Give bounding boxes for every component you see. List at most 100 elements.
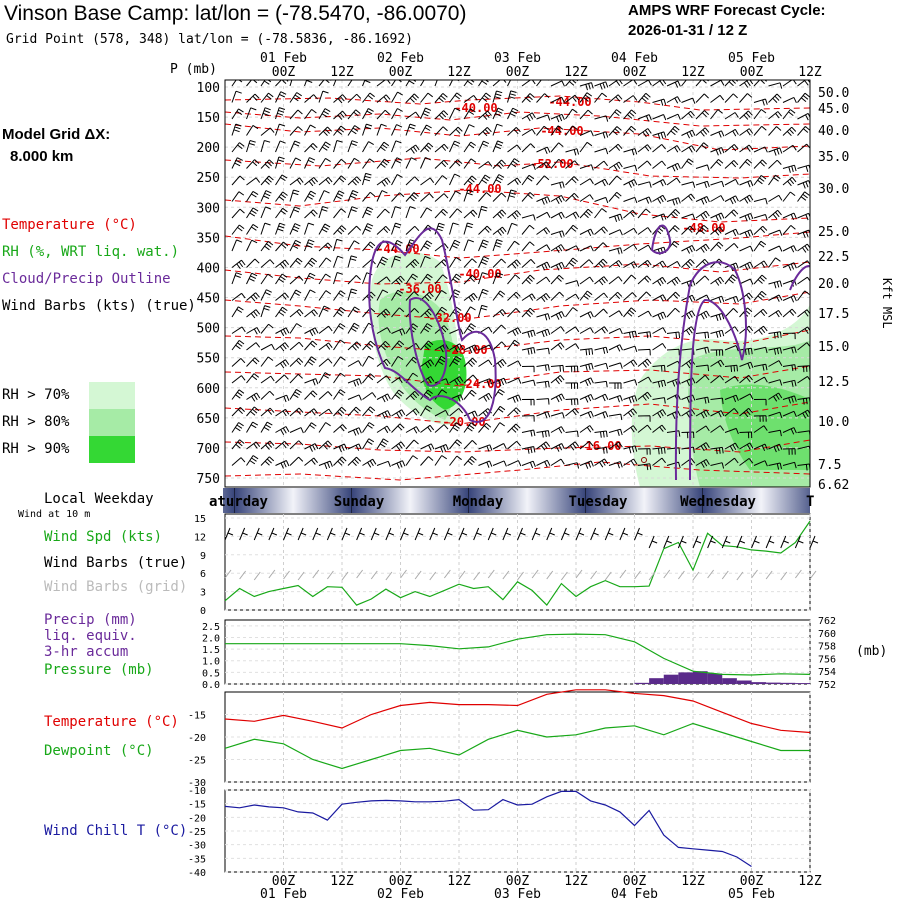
wind-barb <box>753 175 767 186</box>
wind-barb <box>478 288 489 301</box>
wind-barb <box>231 208 245 219</box>
grid-wind-barb <box>531 569 539 579</box>
wind-barb <box>608 191 622 202</box>
wind-barb <box>753 398 767 406</box>
temperature-contour <box>225 401 810 425</box>
wind-barb <box>782 109 796 120</box>
wind-barb <box>231 157 243 169</box>
pressure-tick-label: 500 <box>197 322 220 337</box>
wind-barb <box>231 224 245 235</box>
wind-barb <box>594 242 608 252</box>
wind-barb <box>492 123 503 136</box>
height-tick-label: 45.0 <box>818 102 849 117</box>
wind-barb <box>318 305 330 318</box>
wind-barb <box>536 292 551 302</box>
wind-barb <box>362 241 376 252</box>
wind-barb <box>681 110 695 120</box>
wind-barb <box>652 213 667 221</box>
wind-barb <box>594 196 609 204</box>
wind-barb <box>550 142 564 153</box>
wind-barb <box>391 441 406 451</box>
cloud-outline <box>368 224 810 481</box>
wind-barb <box>420 456 434 466</box>
wind-barb <box>521 379 536 387</box>
grid-wind-barb <box>517 571 524 581</box>
wind-barb <box>536 441 551 451</box>
wind-barb <box>304 443 319 452</box>
wind-barb <box>347 255 358 268</box>
wind-barb <box>289 357 304 367</box>
temperature-contour <box>225 189 810 223</box>
grid-wind-barb <box>400 569 407 579</box>
wind-barb <box>420 359 435 369</box>
wind-barb <box>231 340 245 351</box>
wind-barb <box>550 375 565 385</box>
wind-barb <box>507 327 522 337</box>
wind-barb <box>289 323 302 334</box>
wind-chill-line <box>224 790 752 868</box>
wind-barb <box>333 140 343 153</box>
wind-barb <box>594 147 609 155</box>
top-hour-label: 00Z <box>272 65 296 80</box>
pressure-tick-label: 700 <box>197 442 220 457</box>
wind-barb <box>782 448 796 455</box>
wind-barb <box>724 209 739 219</box>
pressure-axis-label: P (mb) <box>170 62 217 77</box>
wind-barb <box>391 157 403 169</box>
wind-barb <box>695 442 710 452</box>
wind-barb <box>797 290 810 301</box>
windchill-panel-tick-label: -15 <box>188 800 206 811</box>
wind-barb <box>362 458 377 468</box>
wind-barb <box>449 289 461 301</box>
wind-barb <box>724 408 739 417</box>
wind-barb <box>652 160 666 169</box>
legend-temperature: Temperature (°C) <box>2 217 137 233</box>
wind-barb <box>260 421 273 433</box>
wind-barb <box>478 272 489 285</box>
grid-wind-barb <box>502 570 510 580</box>
wind-barb <box>246 292 260 302</box>
wind-barb <box>579 194 594 202</box>
weekday-strip <box>223 488 810 513</box>
wind-barb <box>666 197 681 206</box>
wind-barb <box>739 229 754 238</box>
wind-barb <box>275 394 290 403</box>
wind-barb <box>695 396 710 404</box>
wind-barb <box>695 294 710 301</box>
wind-barb <box>507 291 521 301</box>
pressure-tick-label: 754 <box>818 667 836 678</box>
wind-barb <box>724 345 739 352</box>
wind-barb <box>434 208 448 219</box>
wind-barb <box>652 457 666 466</box>
wind-barb <box>449 256 462 268</box>
wind-barb <box>333 339 346 351</box>
wind-barb <box>347 93 362 103</box>
wind-barb <box>507 177 522 186</box>
wind-barb <box>724 295 739 304</box>
wind-barb <box>507 127 521 136</box>
wind-barb <box>565 398 579 406</box>
wind-barb <box>347 125 360 136</box>
precip-panel-tick-label: 1.5 <box>202 645 220 656</box>
wind-barb <box>246 239 258 252</box>
wind-barb <box>637 358 652 368</box>
wind-barb <box>637 391 652 401</box>
wind-barb <box>463 456 477 466</box>
grid-wind-barb <box>590 570 598 580</box>
precip-panel-tick-label: 2.0 <box>202 633 220 644</box>
wind-barb <box>739 393 754 400</box>
wind-barb <box>681 279 696 288</box>
wind-barb <box>594 308 608 318</box>
wind-barb <box>376 438 389 450</box>
wind-barb <box>333 356 346 367</box>
wind-barb <box>289 275 304 285</box>
label-pressure: Pressure (mb) <box>44 662 154 678</box>
wind-barb <box>304 272 316 285</box>
wind-barb <box>289 223 301 235</box>
wind-barb <box>521 174 535 186</box>
wind-barb <box>507 90 517 103</box>
wind-barb <box>492 377 507 387</box>
wind-barb <box>434 409 449 417</box>
wind-barb <box>318 460 333 470</box>
wind-barb <box>594 393 609 402</box>
